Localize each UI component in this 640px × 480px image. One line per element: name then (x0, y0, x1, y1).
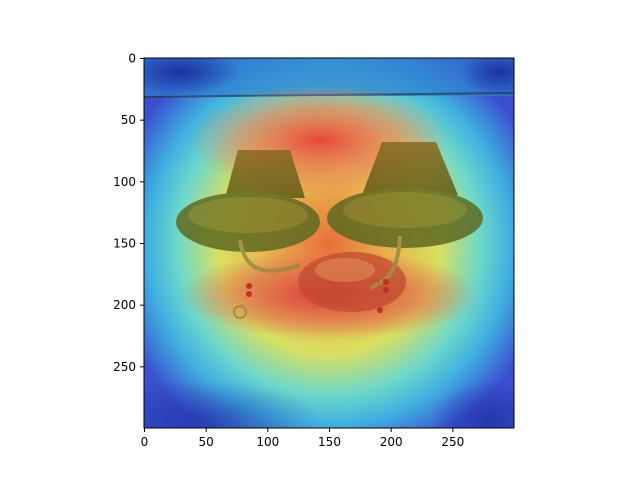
y-tick-label: 150 (113, 237, 136, 251)
heatmap-image (144, 58, 514, 428)
y-tick-label: 100 (113, 175, 136, 189)
x-axis-ticks: 0 50 100 150 200 250 (141, 428, 464, 449)
y-tick-label: 50 (121, 113, 136, 127)
y-tick-label: 250 (113, 360, 136, 374)
lamp-photo (176, 142, 483, 319)
x-tick-label: 0 (141, 435, 149, 449)
x-tick-label: 250 (441, 435, 464, 449)
y-tick-label: 200 (113, 298, 136, 312)
y-tick-label: 0 (128, 52, 136, 66)
x-tick-label: 200 (380, 435, 403, 449)
x-tick-label: 100 (256, 435, 279, 449)
y-axis-ticks: 0 50 100 150 200 250 (113, 52, 144, 374)
x-tick-label: 50 (199, 435, 214, 449)
x-tick-label: 150 (318, 435, 341, 449)
